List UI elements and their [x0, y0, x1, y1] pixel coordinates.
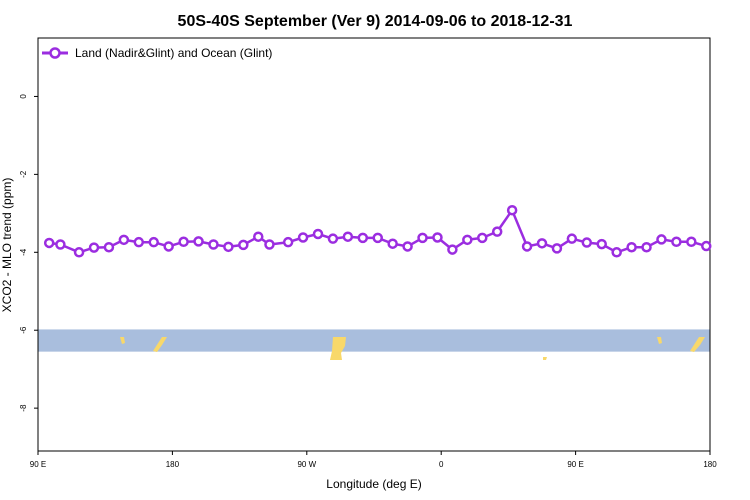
data-point	[447, 244, 458, 255]
land-nz-north	[120, 337, 125, 344]
data-point	[73, 247, 85, 258]
data-point	[402, 241, 413, 252]
x-tick-label: 180	[166, 460, 180, 469]
x-tick-label: 90 W	[297, 460, 316, 469]
x-tick-label: 90 E	[30, 460, 46, 469]
data-point	[536, 238, 548, 249]
map-strip	[38, 329, 710, 360]
legend: Land (Nadir&Glint) and Ocean (Glint)	[42, 46, 272, 60]
y-tick-label: 0	[19, 94, 28, 99]
data-point	[521, 241, 533, 252]
legend-label: Land (Nadir&Glint) and Ocean (Glint)	[75, 46, 272, 60]
data-point	[432, 232, 443, 243]
land-south-america	[330, 337, 346, 360]
data-point	[342, 231, 354, 242]
y-axis: 0 -2 -4 -6 -8	[19, 94, 38, 412]
data-point	[133, 236, 145, 248]
data-point	[163, 241, 174, 252]
data-point	[103, 241, 115, 253]
data-point	[372, 232, 383, 244]
y-tick-label: -2	[19, 170, 28, 178]
land-islet	[543, 357, 547, 360]
y-tick-label: -6	[19, 326, 28, 334]
x-axis-label: Longitude (deg E)	[326, 477, 421, 491]
data-point	[253, 231, 264, 242]
data-point	[238, 239, 249, 251]
data-point	[387, 238, 398, 249]
y-tick-label: -8	[19, 404, 28, 412]
data-point	[223, 241, 234, 253]
data-point	[43, 237, 55, 249]
data-point	[312, 228, 324, 240]
data-point	[671, 236, 682, 248]
ocean-band	[38, 329, 710, 352]
land-masses	[120, 337, 705, 360]
data-point	[581, 237, 593, 248]
data-point	[208, 239, 219, 250]
data-point	[88, 242, 100, 253]
data-point	[264, 239, 275, 250]
data-point	[566, 233, 578, 244]
land-nz-south-2	[690, 337, 705, 352]
land-nz-south	[153, 337, 167, 352]
x-tick-label: 180	[703, 460, 717, 469]
land-nz-north-2	[657, 337, 662, 344]
legend-marker	[49, 47, 61, 59]
y-tick-label: -4	[19, 248, 28, 256]
data-point	[417, 232, 428, 244]
data-point	[656, 234, 667, 245]
data-point	[686, 236, 697, 248]
data-point	[506, 204, 518, 216]
x-tick-label: 0	[439, 460, 444, 469]
data-point	[596, 238, 607, 250]
data-point	[178, 236, 189, 248]
data-point	[193, 236, 204, 247]
y-axis-label: XCO2 - MLO trend (ppm)	[0, 178, 14, 313]
data-point	[551, 243, 563, 254]
data-point	[611, 247, 622, 258]
data-point	[118, 234, 130, 246]
data-point	[148, 236, 159, 248]
data-point	[297, 232, 309, 243]
series-line	[49, 208, 707, 254]
data-point	[701, 240, 712, 252]
series-group	[43, 204, 712, 258]
data-point	[357, 232, 369, 244]
data-point	[491, 226, 503, 237]
data-point	[477, 232, 488, 244]
x-axis: 90 E 180 90 W 0 90 E 180	[30, 451, 717, 469]
data-point	[55, 239, 66, 250]
data-point	[282, 236, 294, 248]
data-point	[626, 241, 637, 253]
data-point	[327, 233, 339, 244]
x-tick-label: 90 E	[567, 460, 583, 469]
chart-title: 50S-40S September (Ver 9) 2014-09-06 to …	[178, 13, 573, 30]
data-point	[641, 241, 652, 253]
data-point	[462, 234, 473, 246]
